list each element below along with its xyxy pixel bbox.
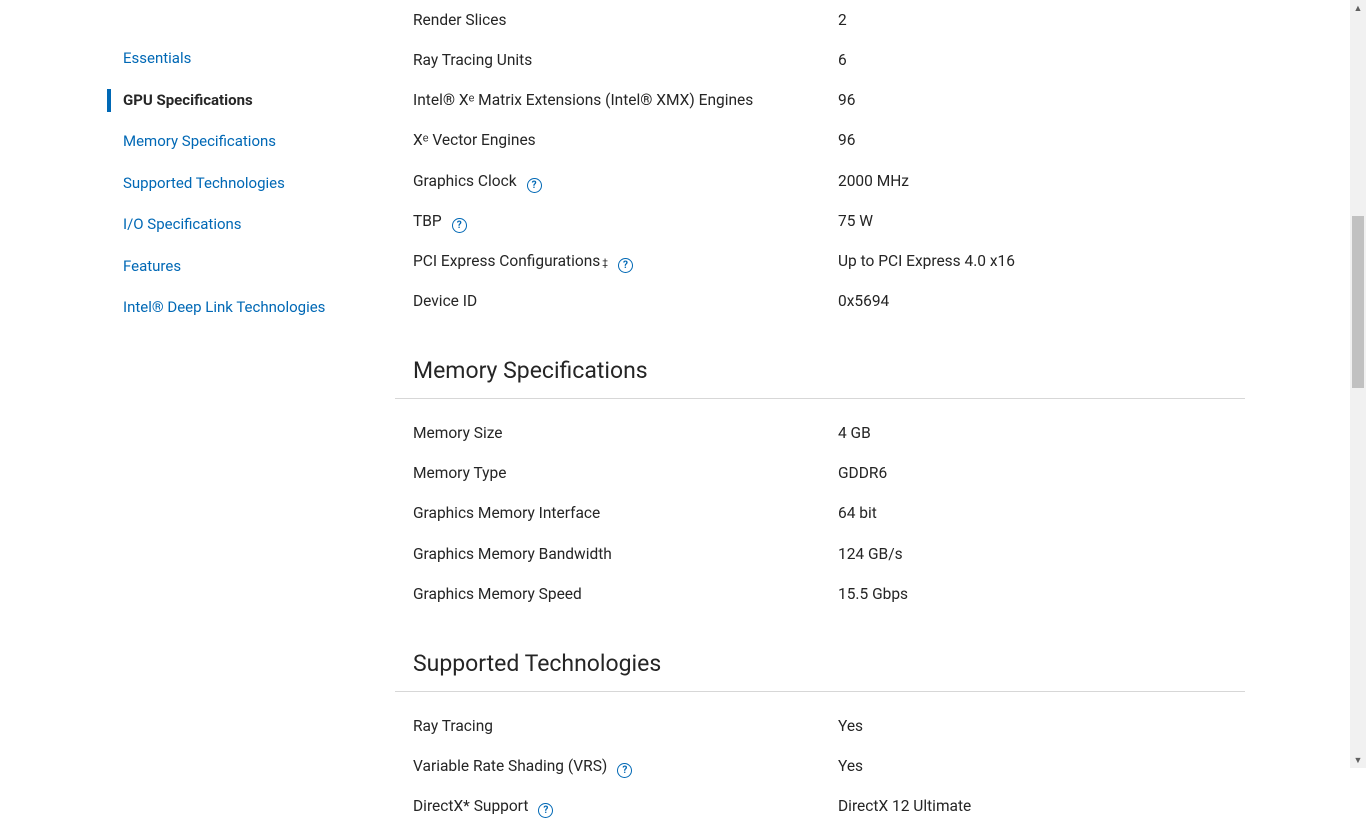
spec-row: Graphics Memory Interface 64 bit: [395, 493, 1245, 533]
spec-row: Ray Tracing Yes: [395, 706, 1245, 746]
spec-value: 124 GB/s: [838, 544, 903, 564]
sidebar-item-essentials[interactable]: Essentials: [107, 38, 395, 80]
spec-value: Yes: [838, 716, 863, 736]
spec-label: Graphics Memory Bandwidth: [413, 544, 838, 564]
spec-value: 4 GB: [838, 423, 871, 443]
spec-label: Intel® Xᵉ Matrix Extensions (Intel® XMX)…: [413, 90, 838, 110]
spec-label: Graphics Memory Speed: [413, 584, 838, 604]
spec-row: Xᵉ Vector Engines 96: [395, 120, 1245, 160]
spec-label: PCI Express Configurations‡?: [413, 251, 838, 271]
help-icon[interactable]: ?: [617, 763, 632, 778]
spec-row: Ray Tracing Units 6: [395, 40, 1245, 80]
spec-value: Yes: [838, 756, 863, 776]
spec-row: Variable Rate Shading (VRS)? Yes: [395, 746, 1245, 786]
sidebar-item-supported-technologies[interactable]: Supported Technologies: [107, 163, 395, 205]
section-gpu-specifications: Render Slices 2 Ray Tracing Units 6 Inte…: [395, 0, 1245, 321]
spec-value: 15.5 Gbps: [838, 584, 908, 604]
spec-value: DirectX 12 Ultimate: [838, 796, 971, 816]
main-content: Render Slices 2 Ray Tracing Units 6 Inte…: [395, 0, 1366, 768]
spec-label: Xᵉ Vector Engines: [413, 130, 838, 150]
section-memory-specifications: Memory Specifications Memory Size 4 GB M…: [395, 321, 1245, 614]
sidebar-nav: Essentials GPU Specifications Memory Spe…: [0, 0, 395, 768]
spec-row: Graphics Memory Bandwidth 124 GB/s: [395, 534, 1245, 574]
section-heading-supported: Supported Technologies: [395, 614, 1245, 692]
help-icon[interactable]: ?: [618, 258, 633, 273]
scrollbar-track[interactable]: ▲ ▼: [1350, 0, 1366, 768]
spec-label: Device ID: [413, 291, 838, 311]
spec-value: 0x5694: [838, 291, 889, 311]
help-icon[interactable]: ?: [527, 178, 542, 193]
sidebar-item-memory-specifications[interactable]: Memory Specifications: [107, 121, 395, 163]
spec-row: Graphics Clock? 2000 MHz: [395, 161, 1245, 201]
spec-value: 2000 MHz: [838, 171, 909, 191]
scrollbar-down-icon[interactable]: ▼: [1350, 752, 1366, 768]
spec-label: Ray Tracing Units: [413, 50, 838, 70]
help-icon[interactable]: ?: [452, 218, 467, 233]
spec-row: Device ID 0x5694: [395, 281, 1245, 321]
spec-row: Graphics Memory Speed 15.5 Gbps: [395, 574, 1245, 614]
dagger-icon: ‡: [602, 257, 608, 270]
spec-label: Graphics Clock?: [413, 171, 838, 191]
section-heading-memory: Memory Specifications: [395, 321, 1245, 399]
section-supported-technologies: Supported Technologies Ray Tracing Yes V…: [395, 614, 1245, 826]
spec-label: DirectX* Support?: [413, 796, 838, 816]
spec-row: DirectX* Support? DirectX 12 Ultimate: [395, 786, 1245, 826]
spec-value: GDDR6: [838, 463, 887, 483]
sidebar-item-gpu-specifications[interactable]: GPU Specifications: [107, 80, 395, 122]
spec-label: Memory Type: [413, 463, 838, 483]
spec-label: Ray Tracing: [413, 716, 838, 736]
page-wrapper: Essentials GPU Specifications Memory Spe…: [0, 0, 1366, 768]
spec-value: 6: [838, 50, 847, 70]
spec-label: TBP?: [413, 211, 838, 231]
sidebar-item-deep-link-technologies[interactable]: Intel® Deep Link Technologies: [107, 287, 395, 329]
spec-value: 75 W: [838, 211, 873, 231]
spec-row: Memory Size 4 GB: [395, 413, 1245, 453]
spec-label: Graphics Memory Interface: [413, 503, 838, 523]
spec-value: 96: [838, 90, 855, 110]
spec-row: Intel® Xᵉ Matrix Extensions (Intel® XMX)…: [395, 80, 1245, 120]
spec-value: 96: [838, 130, 855, 150]
spec-row: PCI Express Configurations‡? Up to PCI E…: [395, 241, 1245, 281]
spec-value: Up to PCI Express 4.0 x16: [838, 251, 1015, 271]
scrollbar-thumb[interactable]: [1352, 216, 1364, 388]
spec-row: Render Slices 2: [395, 0, 1245, 40]
sidebar-item-features[interactable]: Features: [107, 246, 395, 288]
spec-label: Memory Size: [413, 423, 838, 443]
scrollbar-up-icon[interactable]: ▲: [1350, 0, 1366, 16]
spec-label: Variable Rate Shading (VRS)?: [413, 756, 838, 776]
spec-label: Render Slices: [413, 10, 838, 30]
spec-value: 64 bit: [838, 503, 877, 523]
spec-value: 2: [838, 10, 847, 30]
spec-row: Memory Type GDDR6: [395, 453, 1245, 493]
sidebar-item-io-specifications[interactable]: I/O Specifications: [107, 204, 395, 246]
spec-row: TBP? 75 W: [395, 201, 1245, 241]
help-icon[interactable]: ?: [538, 803, 553, 818]
